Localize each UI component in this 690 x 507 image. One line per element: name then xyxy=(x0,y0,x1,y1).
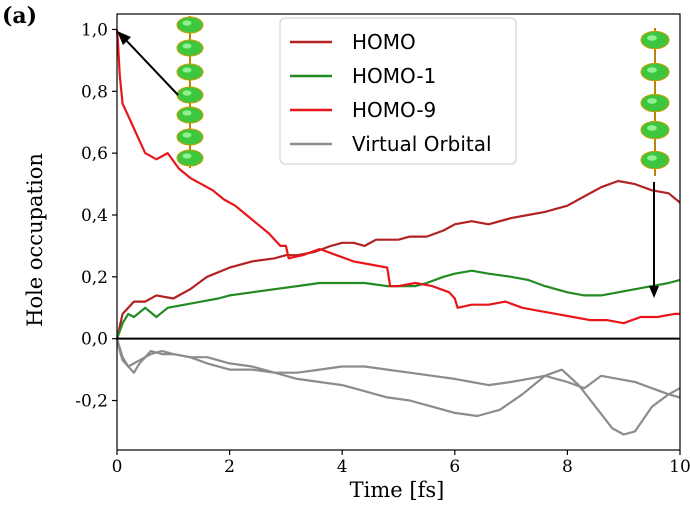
plot-frame xyxy=(116,13,681,451)
series-line-homo xyxy=(115,179,681,339)
x-tick-label: 8 xyxy=(562,457,573,477)
y-tick-label: 0,6 xyxy=(81,144,108,164)
x-tick-label: 4 xyxy=(337,457,348,477)
legend: HOMO HOMO-1 HOMO-9 Virtual Orbital xyxy=(279,17,517,165)
y-tick-label: 0,2 xyxy=(81,268,108,288)
x-tick-label: 6 xyxy=(449,457,460,477)
series-line-virtual-orbital xyxy=(115,338,681,399)
x-tick-label: 0 xyxy=(112,457,123,477)
y-tick-label: 0,8 xyxy=(81,82,108,102)
arrow-left xyxy=(117,31,179,96)
axes-layer: 0 2 4 6 8 10 1,0 0,8 0,6 0,4 0,2 0,0 -0,2 xyxy=(75,13,690,477)
molecule-orbital-right-icon xyxy=(640,28,670,176)
y-tick-label: 0,0 xyxy=(81,330,108,350)
x-tick-label: 2 xyxy=(224,457,235,477)
y-tick-label: 0,4 xyxy=(81,206,108,226)
x-axis-title: Time [fs] xyxy=(350,478,445,502)
series-layer xyxy=(115,29,681,436)
legend-label-homo: HOMO xyxy=(352,30,416,54)
molecule-orbital-left-icon xyxy=(176,16,204,168)
panel-label: (a) xyxy=(2,3,37,29)
y-axis-title: Hole occupation xyxy=(23,153,47,327)
y-tick-label: -0,2 xyxy=(75,392,108,412)
x-tick-label: 10 xyxy=(669,457,690,477)
legend-label-homo-1: HOMO-1 xyxy=(352,64,436,88)
legend-label-homo-9: HOMO-9 xyxy=(352,98,436,122)
series-line-homo-9 xyxy=(115,29,680,325)
series-line-virtual-orbital-2 xyxy=(115,338,681,436)
y-tick-label: 1,0 xyxy=(81,20,108,40)
legend-label-virtual-orbital: Virtual Orbital xyxy=(352,132,492,156)
arrow-right xyxy=(649,182,659,298)
